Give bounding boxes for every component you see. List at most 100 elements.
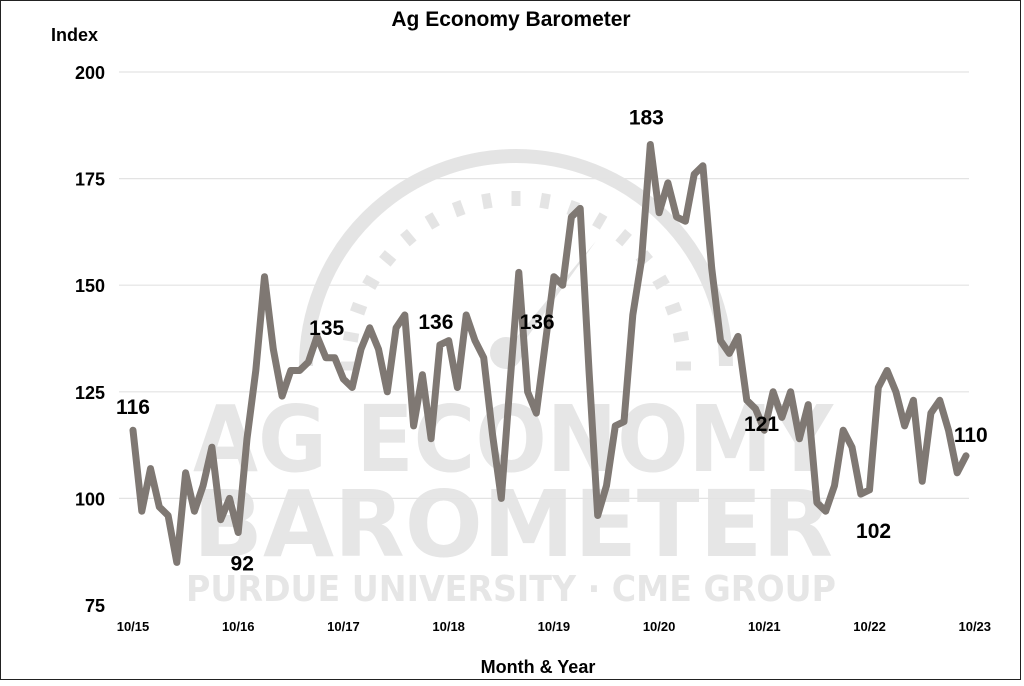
data-point bbox=[244, 436, 250, 442]
data-point bbox=[498, 495, 504, 501]
x-axis-label: Month & Year bbox=[481, 657, 596, 677]
data-point bbox=[305, 359, 311, 365]
data-point bbox=[691, 171, 697, 177]
data-point bbox=[893, 389, 899, 395]
data-point bbox=[279, 393, 285, 399]
data-point bbox=[700, 163, 706, 169]
data-point bbox=[945, 427, 951, 433]
data-point bbox=[323, 355, 329, 361]
data-point bbox=[130, 427, 136, 433]
gauge-tick bbox=[615, 229, 632, 247]
data-point bbox=[490, 431, 496, 437]
x-tick-label: 10/21 bbox=[748, 619, 781, 634]
y-tick-label: 150 bbox=[75, 276, 105, 296]
data-point bbox=[525, 389, 531, 395]
gauge-tick bbox=[400, 229, 417, 247]
x-tick-label: 10/18 bbox=[432, 619, 465, 634]
data-point bbox=[446, 338, 452, 344]
gauge-tick bbox=[539, 192, 551, 210]
watermark-line3: PURDUE UNIVERSITY · CME GROUP bbox=[186, 569, 836, 610]
data-point bbox=[963, 453, 969, 459]
watermark-line1: AG ECONOMY bbox=[193, 386, 834, 493]
gauge-arc-icon bbox=[299, 149, 733, 367]
y-tick-labels: 75 100 125 150 175 200 bbox=[75, 63, 105, 616]
data-point bbox=[665, 180, 671, 186]
data-point bbox=[454, 385, 460, 391]
data-point bbox=[831, 483, 837, 489]
data-point bbox=[744, 397, 750, 403]
gauge-tick bbox=[592, 212, 608, 230]
data-point bbox=[428, 436, 434, 442]
y-axis-label: Index bbox=[51, 25, 98, 45]
data-point bbox=[481, 355, 487, 361]
data-point bbox=[218, 517, 224, 523]
data-point bbox=[603, 483, 609, 489]
data-point bbox=[226, 495, 232, 501]
data-point bbox=[788, 389, 794, 395]
data-point bbox=[884, 367, 890, 373]
data-point bbox=[867, 487, 873, 493]
data-point bbox=[770, 389, 776, 395]
series-line bbox=[129, 141, 970, 566]
data-point bbox=[753, 406, 759, 412]
y-tick-label: 100 bbox=[75, 489, 105, 509]
data-point bbox=[910, 397, 916, 403]
data-point bbox=[647, 141, 653, 147]
data-point bbox=[270, 346, 276, 352]
gauge-hub-icon bbox=[490, 337, 522, 369]
data-point bbox=[437, 342, 443, 348]
data-label: 121 bbox=[744, 413, 779, 436]
x-tick-label: 10/20 bbox=[643, 619, 676, 634]
x-tick-label: 10/23 bbox=[958, 619, 991, 634]
data-point bbox=[402, 312, 408, 318]
x-tick-label: 10/22 bbox=[853, 619, 886, 634]
gauge-tick bbox=[424, 212, 440, 230]
watermark-logo: AG ECONOMY BAROMETER PURDUE UNIVERSITY ·… bbox=[186, 149, 836, 610]
data-point bbox=[367, 325, 373, 331]
data-label: 136 bbox=[418, 311, 453, 334]
gauge-tick bbox=[342, 331, 360, 343]
data-point bbox=[156, 504, 162, 510]
data-point bbox=[656, 210, 662, 216]
data-label: 183 bbox=[629, 106, 664, 129]
data-point bbox=[262, 274, 268, 280]
watermark-line2: BAROMETER bbox=[193, 471, 833, 578]
data-point bbox=[358, 346, 364, 352]
data-point bbox=[902, 423, 908, 429]
data-point bbox=[148, 466, 154, 472]
data-point bbox=[849, 444, 855, 450]
data-point bbox=[709, 265, 715, 271]
data-point bbox=[682, 218, 688, 224]
data-point bbox=[463, 312, 469, 318]
x-tick-label: 10/17 bbox=[327, 619, 360, 634]
data-point bbox=[376, 346, 382, 352]
x-tick-label: 10/19 bbox=[538, 619, 571, 634]
data-label: 136 bbox=[520, 311, 555, 334]
data-point bbox=[332, 355, 338, 361]
data-point bbox=[288, 367, 294, 373]
y-tick-label: 200 bbox=[75, 63, 105, 83]
gauge-tick bbox=[379, 250, 397, 267]
data-point bbox=[928, 410, 934, 416]
data-point bbox=[235, 530, 241, 536]
gauge-tick bbox=[481, 192, 493, 210]
data-point bbox=[297, 367, 303, 373]
data-point bbox=[533, 410, 539, 416]
data-point bbox=[349, 385, 355, 391]
data-point bbox=[621, 419, 627, 425]
data-point bbox=[314, 333, 320, 339]
data-point bbox=[560, 282, 566, 288]
data-point bbox=[814, 500, 820, 506]
series-layer bbox=[129, 141, 970, 566]
data-point bbox=[393, 325, 399, 331]
data-point bbox=[507, 380, 513, 386]
data-point bbox=[674, 214, 680, 220]
data-point bbox=[411, 423, 417, 429]
data-point bbox=[954, 470, 960, 476]
data-point bbox=[516, 269, 522, 275]
data-label: 135 bbox=[309, 317, 344, 340]
data-point bbox=[875, 385, 881, 391]
data-point bbox=[209, 444, 215, 450]
gauge-tick bbox=[664, 301, 682, 316]
